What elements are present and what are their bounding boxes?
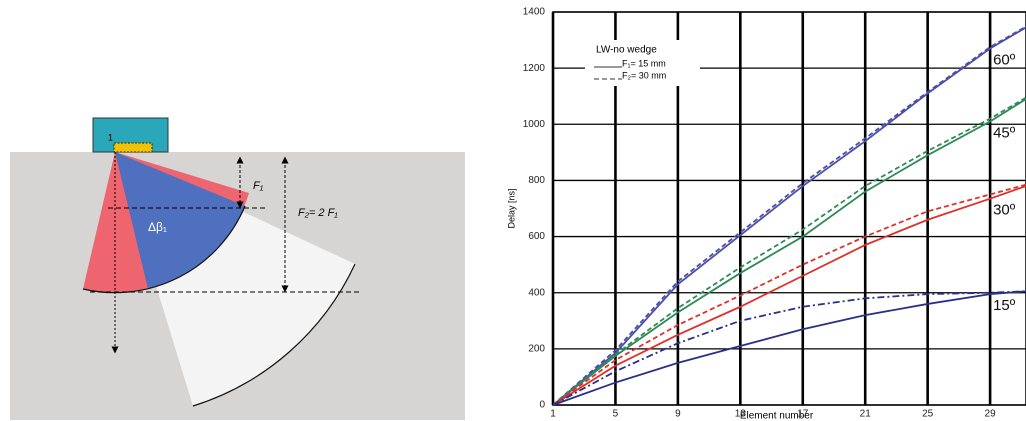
- y-tick-label: 1000: [523, 119, 546, 130]
- x-tick-label: 9: [675, 409, 681, 420]
- chart: 0 200 400 600 800 1000 1200 1400 1 5 9 13 17 21 25 29 El…: [506, 7, 1026, 421]
- x-axis-label: Element number: [740, 411, 814, 421]
- probe-elements: [113, 142, 153, 153]
- plot-frame: [552, 11, 1026, 406]
- legend-title: LW-no wedge: [596, 45, 657, 56]
- x-tick-label: 5: [613, 409, 619, 420]
- series-line: [553, 25, 1026, 406]
- curve-label: 45º: [993, 124, 1016, 141]
- series-line: [553, 290, 1026, 406]
- series-line: [553, 98, 1026, 406]
- f2-label: F₂= 2 F₁: [298, 207, 338, 219]
- series-line: [553, 183, 1026, 406]
- legend-label: F₁= 15 mm: [622, 58, 666, 68]
- blue-sector: [115, 152, 245, 289]
- legend-box: [585, 40, 700, 86]
- curve-label: 60º: [993, 51, 1016, 68]
- x-tick-label: 17: [797, 409, 809, 420]
- legend: LW-no wedge F₁= 15 mm F₂= 30 mm: [585, 40, 700, 86]
- series-line: [553, 185, 1026, 406]
- y-tick-label: 0: [539, 400, 545, 411]
- series-line: [553, 26, 1026, 406]
- probe: [92, 117, 169, 153]
- legend-label: F₂= 30 mm: [622, 70, 666, 80]
- x-tick-label: 29: [985, 409, 997, 420]
- x-tick-label: 1: [550, 409, 556, 420]
- y-tick-label: 1200: [523, 63, 546, 74]
- beam-diagram: 1 F₁ F₂= 2 F₁ Δβ₁: [10, 117, 465, 420]
- y-axis-label: Delay [ns]: [506, 188, 516, 228]
- curve-label: 15º: [993, 297, 1016, 314]
- f1-label: F₁: [253, 180, 264, 192]
- series-line: [553, 290, 1026, 406]
- beam-label: Δβ₁: [148, 220, 167, 234]
- y-tick-label: 1400: [523, 7, 546, 18]
- x-tick-label: 21: [860, 409, 872, 420]
- y-tick-label: 600: [528, 231, 545, 242]
- series-line: [553, 96, 1026, 406]
- x-tick-label: 25: [922, 409, 934, 420]
- y-tick-label: 800: [528, 175, 545, 186]
- y-tick-label: 200: [528, 343, 545, 354]
- y-tick-label: 400: [528, 287, 545, 298]
- curve-label: 30º: [993, 202, 1016, 219]
- far-arc: [192, 263, 356, 407]
- plot-lines: [553, 25, 1026, 406]
- x-tick-label: 13: [735, 409, 747, 420]
- probe-label: 1: [108, 132, 113, 142]
